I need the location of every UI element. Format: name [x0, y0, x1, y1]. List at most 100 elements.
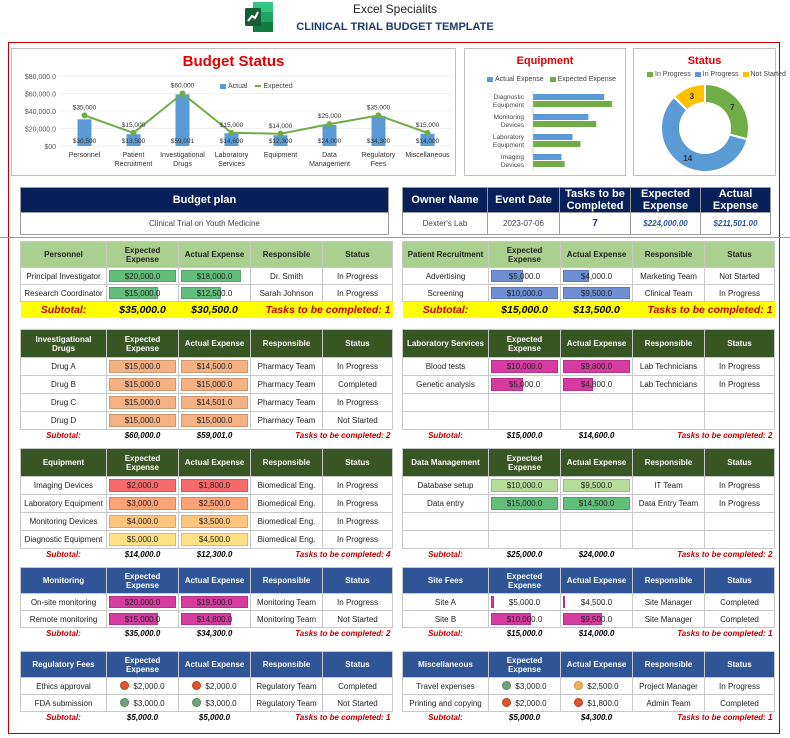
expected-value[interactable]	[488, 512, 561, 531]
responsible-value[interactable]: Pharmacy Team	[250, 411, 323, 430]
actual-value[interactable]: $3,500.0	[178, 512, 251, 531]
item-name[interactable]: Research Coordinator	[20, 284, 107, 302]
item-name[interactable]: Site A	[402, 593, 489, 611]
status-value[interactable]: In Progress	[322, 593, 393, 611]
actual-value[interactable]: $18,000.0	[178, 267, 251, 285]
responsible-value[interactable]: Monitoring Team	[250, 593, 323, 611]
actual-value[interactable]: $4,000.0	[560, 267, 633, 285]
status-value[interactable]: Completed	[704, 610, 775, 628]
responsible-value[interactable]: Biomedical Eng.	[250, 476, 323, 495]
status-value[interactable]: In Progress	[704, 357, 775, 376]
expected-value[interactable]: $3,000.0	[488, 677, 561, 695]
expected-value[interactable]	[488, 393, 561, 412]
status-value[interactable]	[704, 530, 775, 549]
actual-value[interactable]: $4,500.0	[560, 593, 633, 611]
expected-value[interactable]: $5,000.0	[488, 593, 561, 611]
item-name[interactable]: Data entry	[402, 494, 489, 513]
owner-name-value[interactable]: Dexter's Lab	[402, 212, 488, 235]
actual-value[interactable]: $15,000.0	[178, 411, 251, 430]
responsible-value[interactable]: Biomedical Eng.	[250, 530, 323, 549]
status-value[interactable]: In Progress	[322, 512, 393, 531]
responsible-value[interactable]	[632, 393, 705, 412]
actual-value[interactable]	[560, 530, 633, 549]
responsible-value[interactable]	[632, 530, 705, 549]
expected-value[interactable]: $5,000.0	[488, 375, 561, 394]
actual-value[interactable]	[560, 512, 633, 531]
actual-value[interactable]: $1,800.0	[560, 694, 633, 712]
responsible-value[interactable]: Site Manager	[632, 610, 705, 628]
expected-value[interactable]: $20,000.0	[106, 593, 179, 611]
actual-value[interactable]: $12,500.0	[178, 284, 251, 302]
item-name[interactable]: Drug D	[20, 411, 107, 430]
expected-value[interactable]: $3,000.0	[106, 494, 179, 513]
responsible-value[interactable]: Sarah Johnson	[250, 284, 323, 302]
status-value[interactable]: In Progress	[322, 393, 393, 412]
actual-value[interactable]: $1,800.0	[178, 476, 251, 495]
responsible-value[interactable]: Pharmacy Team	[250, 393, 323, 412]
item-name[interactable]: Monitoring Devices	[20, 512, 107, 531]
expected-value[interactable]	[488, 411, 561, 430]
expected-value[interactable]: $15,000.0	[106, 375, 179, 394]
expected-value[interactable]: $10,000.0	[488, 610, 561, 628]
expected-value[interactable]: $10,000.0	[488, 284, 561, 302]
responsible-value[interactable]	[632, 411, 705, 430]
expected-value[interactable]: $2,000.0	[106, 476, 179, 495]
item-name[interactable]: Travel expenses	[402, 677, 489, 695]
status-value[interactable]: Not Started	[322, 610, 393, 628]
responsible-value[interactable]: Regulatory Team	[250, 677, 323, 695]
expected-value[interactable]: $15,000.0	[488, 494, 561, 513]
actual-value[interactable]: $2,000.0	[178, 677, 251, 695]
status-value[interactable]: In Progress	[704, 494, 775, 513]
budget-plan-value[interactable]: Clinical Trial on Youth Medicine	[20, 212, 389, 235]
item-name[interactable]: Principal Investigator	[20, 267, 107, 285]
status-value[interactable]: In Progress	[322, 284, 393, 302]
item-name[interactable]: Drug C	[20, 393, 107, 412]
expected-value[interactable]: $15,000.0	[106, 393, 179, 412]
responsible-value[interactable]: Pharmacy Team	[250, 375, 323, 394]
actual-value[interactable]: $9,500.0	[560, 610, 633, 628]
actual-value[interactable]: $14,800.0	[178, 610, 251, 628]
budget-status-chart[interactable]: Budget Status Actual Expected $80,000.0 $…	[11, 48, 456, 176]
item-name[interactable]	[402, 512, 489, 531]
expected-value[interactable]: $15,000.0	[106, 357, 179, 376]
status-value[interactable]	[704, 393, 775, 412]
status-value[interactable]: In Progress	[322, 357, 393, 376]
expected-value[interactable]: $4,000.0	[106, 512, 179, 531]
responsible-value[interactable]: Lab Technicians	[632, 375, 705, 394]
actual-value[interactable]: $14,500.0	[178, 357, 251, 376]
item-name[interactable]: Blood tests	[402, 357, 489, 376]
expected-value[interactable]: $3,000.0	[106, 694, 179, 712]
status-value[interactable]: Not Started	[322, 694, 393, 712]
item-name[interactable]: Drug A	[20, 357, 107, 376]
event-date-value[interactable]: 2023-07-06	[487, 212, 560, 235]
expected-value[interactable]: $10,000.0	[488, 476, 561, 495]
expected-value[interactable]: $5,000.0	[488, 267, 561, 285]
responsible-value[interactable]: Clinical Team	[632, 284, 705, 302]
actual-value[interactable]: $15,000.0	[178, 375, 251, 394]
status-value[interactable]: In Progress	[322, 267, 393, 285]
expected-value[interactable]: $15,000.0	[106, 610, 179, 628]
item-name[interactable]: On-site monitoring	[20, 593, 107, 611]
status-value[interactable]	[704, 411, 775, 430]
status-value[interactable]: Not Started	[704, 267, 775, 285]
status-value[interactable]: In Progress	[322, 476, 393, 495]
item-name[interactable]: Drug B	[20, 375, 107, 394]
status-value[interactable]: Completed	[704, 593, 775, 611]
status-value[interactable]: In Progress	[704, 375, 775, 394]
actual-value[interactable]: $4,500.0	[178, 530, 251, 549]
responsible-value[interactable]: Dr. Smith	[250, 267, 323, 285]
item-name[interactable]: Genetic analysis	[402, 375, 489, 394]
status-chart[interactable]: Status In Progress In Progress Not Start…	[633, 48, 786, 176]
item-name[interactable]: Printing and copying	[402, 694, 489, 712]
expected-value[interactable]: $2,000.0	[106, 677, 179, 695]
actual-value[interactable]: $2,500.0	[560, 677, 633, 695]
responsible-value[interactable]: Marketing Team	[632, 267, 705, 285]
responsible-value[interactable]: Project Manager	[632, 677, 705, 695]
actual-value[interactable]: $9,800.0	[560, 357, 633, 376]
expected-value[interactable]	[488, 530, 561, 549]
actual-value[interactable]: $19,500.0	[178, 593, 251, 611]
status-value[interactable]: Completed	[322, 677, 393, 695]
actual-value[interactable]: $9,500.0	[560, 476, 633, 495]
actual-value[interactable]	[560, 393, 633, 412]
item-name[interactable]	[402, 393, 489, 412]
